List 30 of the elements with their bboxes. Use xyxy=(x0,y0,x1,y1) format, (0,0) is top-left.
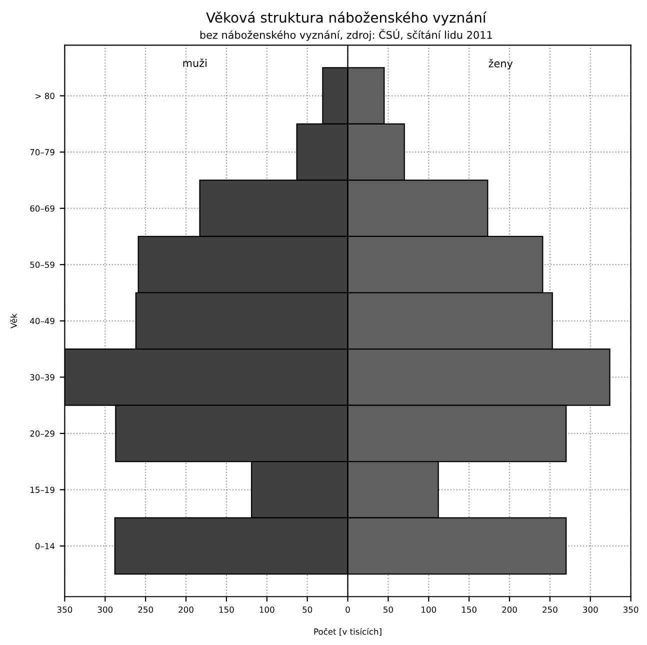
x-axis-title: Počet [v tisících] xyxy=(314,628,382,636)
chart-subtitle: bez náboženského vyznání, zdroj: ČSÚ, sčítání lidu 2011 xyxy=(200,29,492,41)
x-tick-label: 100 xyxy=(260,606,274,613)
x-tick-label: 250 xyxy=(138,606,153,613)
y-tick-label: 70–79 xyxy=(30,149,54,156)
annotation: ženy xyxy=(488,58,513,70)
y-axis-title: Věk xyxy=(10,313,17,328)
x-tick-label: 150 xyxy=(462,606,476,613)
y-tick-label: > 80 xyxy=(36,92,54,100)
x-tick-label: 250 xyxy=(542,606,558,613)
x-tick-label: 350 xyxy=(624,606,638,613)
y-tick-label: 15–19 xyxy=(30,486,54,493)
x-tick-label: 50 xyxy=(384,606,393,613)
y-tick-label: 30–39 xyxy=(30,374,54,380)
y-tick-label: 60–69 xyxy=(30,205,54,212)
annotation: muži xyxy=(183,58,206,67)
x-tick-label: 350 xyxy=(57,606,72,613)
x-tick-label: 300 xyxy=(583,606,598,613)
x-tick-label: 200 xyxy=(502,606,517,613)
chart-title: Věková struktura náboženského vyznání xyxy=(206,11,487,26)
x-tick-label: 50 xyxy=(302,606,312,613)
x-tick-label: 300 xyxy=(98,606,113,613)
y-tick-label: 40–49 xyxy=(30,318,54,324)
x-tick-label: 100 xyxy=(422,606,436,613)
y-tick-label: 0–14 xyxy=(35,542,55,550)
x-tick-label: 0 xyxy=(346,606,350,613)
x-tick-label: 200 xyxy=(178,606,194,613)
y-tick-label: 20–29 xyxy=(30,430,54,437)
x-tick-label: 150 xyxy=(219,606,234,613)
y-tick-label: 50–59 xyxy=(30,262,54,268)
